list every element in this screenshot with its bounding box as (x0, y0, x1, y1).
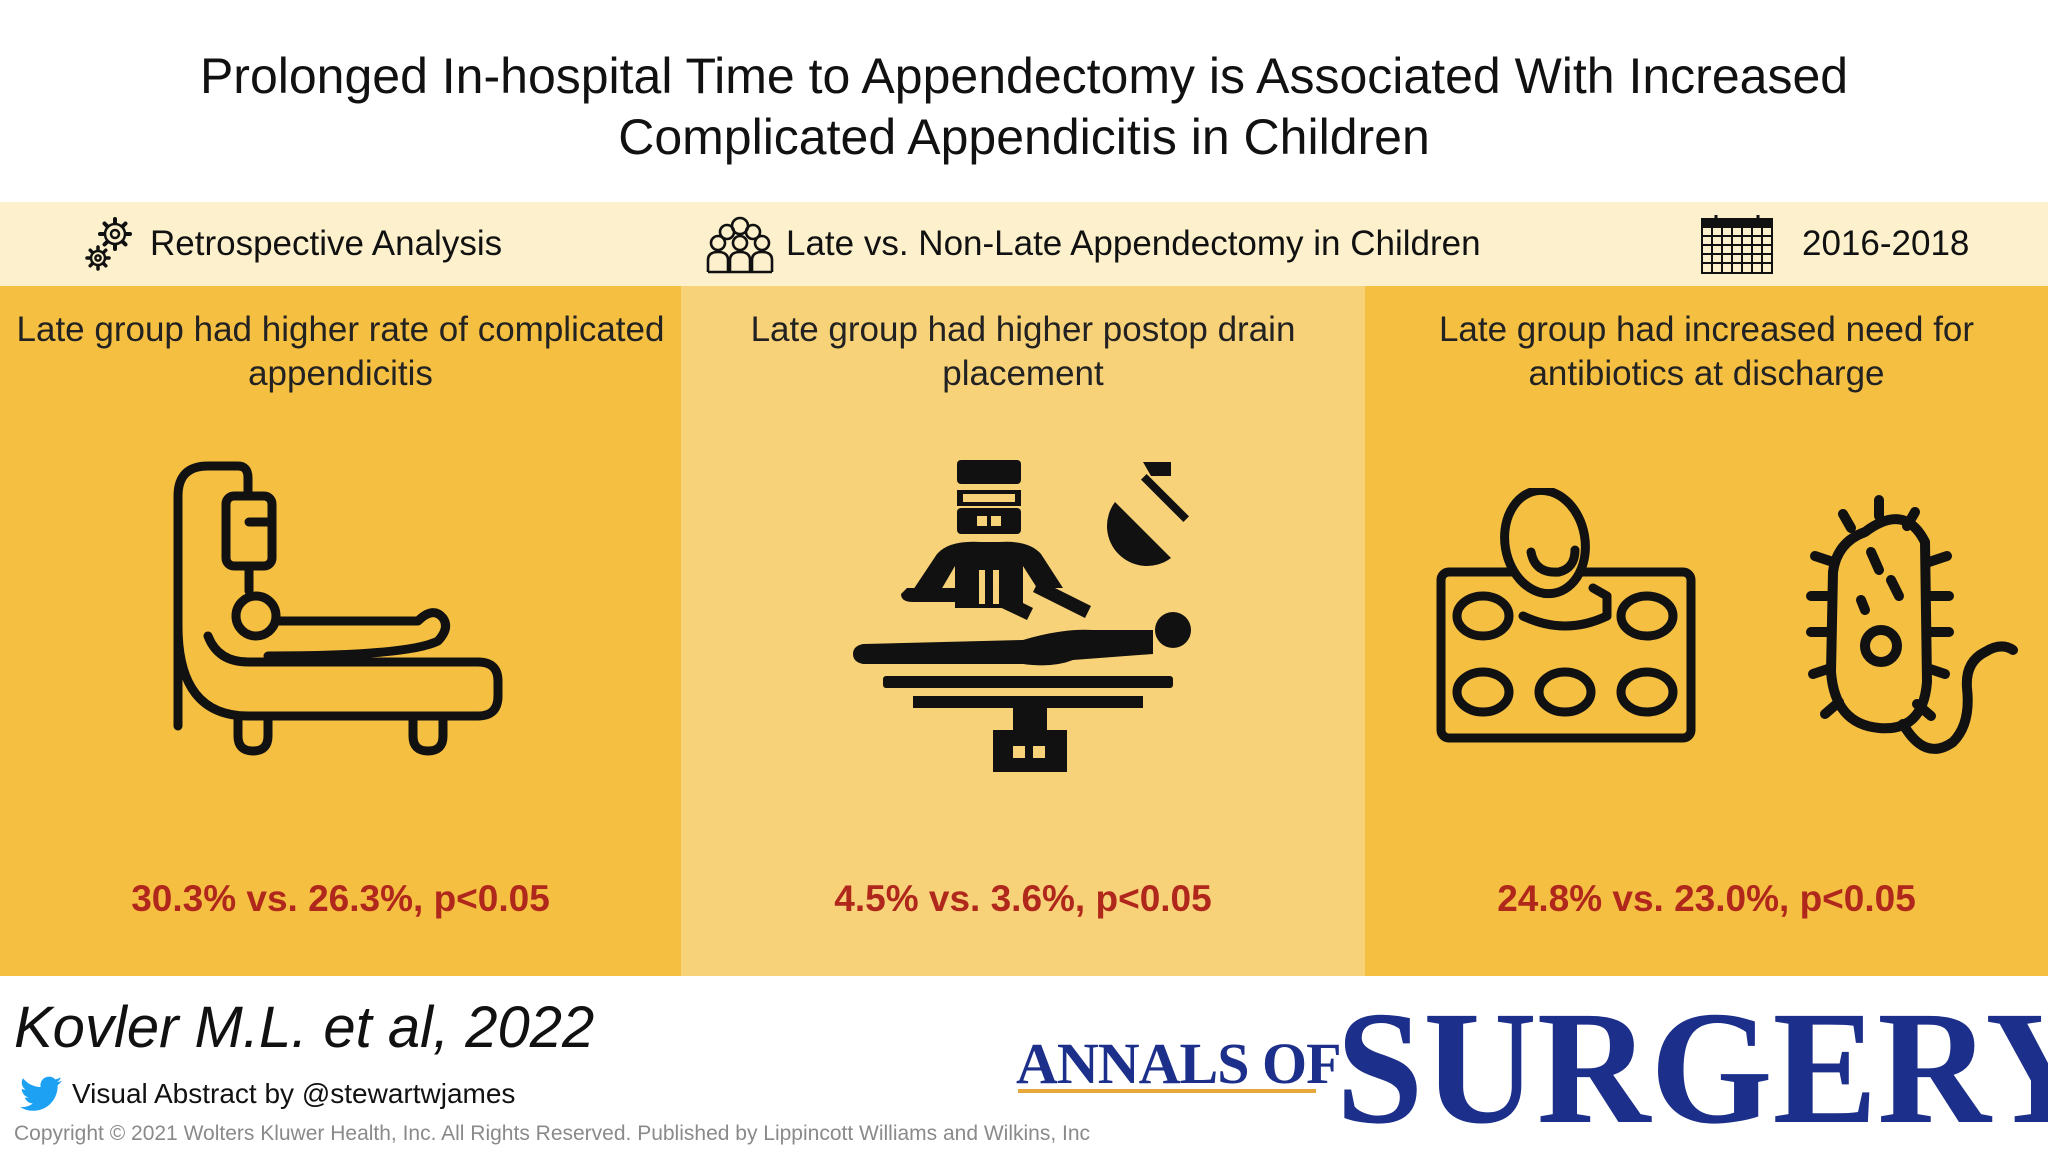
calendar-icon (1701, 215, 1773, 274)
study-period-label: 2016-2018 (1802, 224, 1970, 263)
finding-stat: 4.5% vs. 3.6%, p<0.05 (834, 878, 1212, 919)
journal-logo-rule (1018, 1089, 1316, 1093)
finding-line-1: Late group had increased need for (1438, 310, 1975, 349)
finding-line-2: appendicitis (248, 354, 433, 393)
credit-text: Visual Abstract by @stewartwjames (72, 1078, 516, 1109)
finding-line-2: antibiotics at discharge (1528, 354, 1885, 393)
citation: Kovler M.L. et al, 2022 (14, 995, 595, 1060)
finding-line-1: Late group had higher postop drain (750, 310, 1296, 349)
study-comparison: Late vs. Non-Late Appendectomy in Childr… (706, 202, 1481, 286)
study-period: 2016-2018 (1700, 202, 1969, 286)
finding-text: Late group had higher rate of complicate… (0, 308, 681, 396)
study-comparison-label: Late vs. Non-Late Appendectomy in Childr… (786, 224, 1481, 263)
surgeon-operating-icon (853, 460, 1191, 772)
hospital-bed-iv-icon (173, 461, 503, 756)
group-of-people-icon (706, 216, 774, 274)
finding-panel-antibiotics: Late group had increased need for antibi… (1365, 286, 2048, 976)
twitter-bird-icon (20, 1076, 62, 1111)
bacteria-icon (1806, 495, 2018, 754)
journal-logo-surgery: SURGERY (1336, 979, 2048, 1153)
finding-text: Late group had increased need for antibi… (1365, 308, 2048, 396)
finding-panel-postop-drain: Late group had higher postop drain place… (681, 286, 1365, 976)
finding-stat: 24.8% vs. 23.0%, p<0.05 (1497, 878, 1916, 919)
study-design: Retrospective Analysis (84, 202, 502, 286)
finding-text: Late group had higher postop drain place… (681, 308, 1365, 396)
finding-line-1: Late group had higher rate of complicate… (16, 310, 665, 349)
copyright-notice: Copyright © 2021 Wolters Kluwer Health, … (14, 1122, 1091, 1145)
finding-stat: 30.3% vs. 26.3%, p<0.05 (131, 878, 550, 919)
gears-icon (85, 217, 132, 271)
visual-abstract-credit: Visual Abstract by @stewartwjames (20, 1074, 515, 1114)
title-line-2: Complicated Appendicitis in Children (618, 109, 1430, 165)
page-title: Prolonged In-hospital Time to Appendecto… (0, 46, 2048, 168)
study-info-band: Retrospective Analysis Late vs. Non-Late… (0, 202, 2048, 286)
finding-line-2: placement (942, 354, 1104, 393)
pill-blister-pack-icon (1436, 488, 1696, 743)
finding-panel-complicated-appendicitis: Late group had higher rate of complicate… (0, 286, 681, 976)
title-line-1: Prolonged In-hospital Time to Appendecto… (199, 48, 1849, 104)
study-design-label: Retrospective Analysis (150, 224, 503, 263)
journal-logo-annals-of: ANNALS OF (1016, 1031, 1342, 1096)
